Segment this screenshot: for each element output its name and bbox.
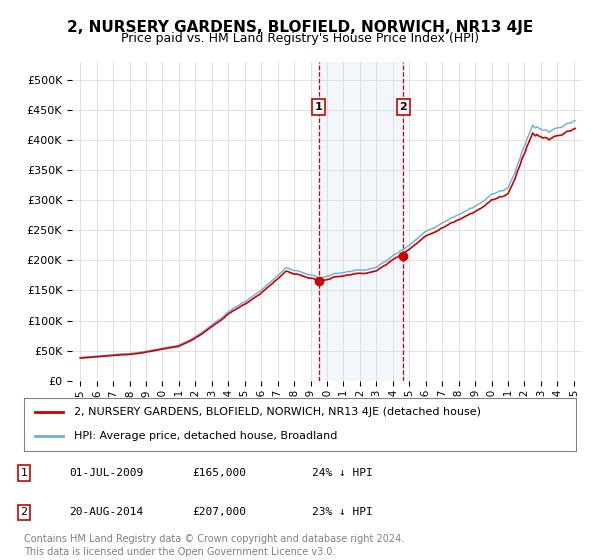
Text: 24% ↓ HPI: 24% ↓ HPI <box>312 468 373 478</box>
Text: Price paid vs. HM Land Registry's House Price Index (HPI): Price paid vs. HM Land Registry's House … <box>121 32 479 45</box>
Text: Contains HM Land Registry data © Crown copyright and database right 2024.: Contains HM Land Registry data © Crown c… <box>24 534 404 544</box>
Text: 2, NURSERY GARDENS, BLOFIELD, NORWICH, NR13 4JE (detached house): 2, NURSERY GARDENS, BLOFIELD, NORWICH, N… <box>74 408 481 418</box>
Bar <box>319 62 403 381</box>
Text: HPI: Average price, detached house, Broadland: HPI: Average price, detached house, Broa… <box>74 431 337 441</box>
Text: This data is licensed under the Open Government Licence v3.0.: This data is licensed under the Open Gov… <box>24 547 335 557</box>
Text: £165,000: £165,000 <box>192 468 246 478</box>
Text: 23% ↓ HPI: 23% ↓ HPI <box>312 507 373 517</box>
Text: £207,000: £207,000 <box>192 507 246 517</box>
Text: 20-AUG-2014: 20-AUG-2014 <box>69 507 143 517</box>
Text: 2: 2 <box>399 102 407 112</box>
Text: 1: 1 <box>20 468 28 478</box>
Text: 2: 2 <box>20 507 28 517</box>
Text: 1: 1 <box>315 102 323 112</box>
Text: 01-JUL-2009: 01-JUL-2009 <box>69 468 143 478</box>
Text: 2, NURSERY GARDENS, BLOFIELD, NORWICH, NR13 4JE: 2, NURSERY GARDENS, BLOFIELD, NORWICH, N… <box>67 20 533 35</box>
